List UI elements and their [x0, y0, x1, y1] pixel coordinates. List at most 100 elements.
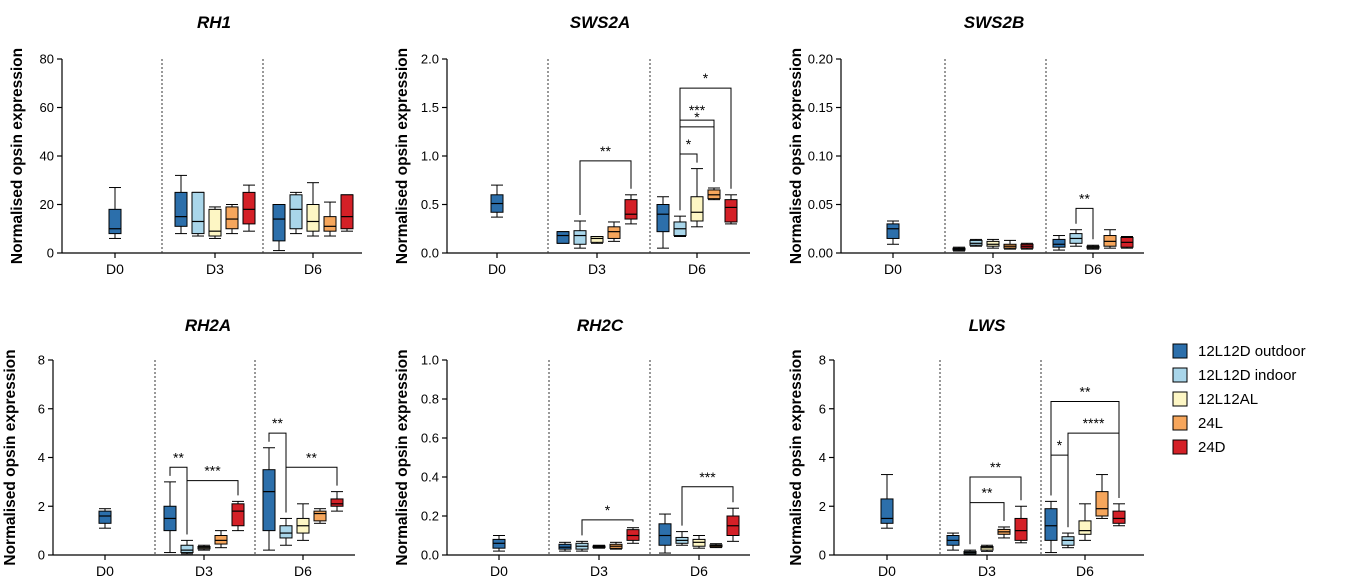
x-tick-label: D6 — [1084, 261, 1102, 277]
y-tick-label: 0.10 — [808, 149, 833, 164]
box-body — [1112, 510, 1126, 524]
box-d6-series-2 — [306, 182, 320, 237]
box-d3-series-4 — [231, 500, 245, 532]
box-body — [272, 204, 286, 242]
box-d3-series-2 — [197, 544, 211, 551]
box-d0-series-0 — [886, 220, 900, 245]
chart-panel-sws2a: SWS2A Normalised opsin expression 0.0 0.5 1.… — [394, 13, 750, 277]
box-body — [330, 498, 344, 507]
significance-label: **** — [1083, 415, 1105, 431]
legend-swatch — [1172, 343, 1188, 359]
box-d3-series-0 — [174, 174, 188, 235]
box-body — [590, 236, 604, 243]
box-d3-series-3 — [997, 526, 1011, 539]
chart-title: RH2C — [577, 316, 624, 335]
box-d6-series-4 — [340, 194, 354, 232]
box-d3-series-2 — [592, 544, 606, 549]
chart-title: SWS2A — [570, 13, 630, 32]
box-d6-series-3 — [313, 508, 327, 524]
y-tick-label: 0.00 — [808, 246, 833, 261]
box-d3-series-0 — [946, 532, 960, 551]
box-d6-series-1 — [1069, 229, 1083, 247]
box-d3-series-3 — [214, 530, 228, 549]
y-tick-label: 0 — [819, 548, 826, 563]
chart-panel-rh2c: RH2C Normalised opsin expression 0.0 0.2 0.4… — [394, 316, 750, 579]
significance-bracket: * — [581, 502, 634, 536]
box-body — [323, 216, 337, 232]
box-body — [279, 525, 293, 539]
y-tick-label: 6 — [819, 401, 826, 416]
bracket-line — [679, 87, 732, 211]
box-d3-series-0 — [556, 231, 570, 244]
y-axis-label: Normalised opsin expression — [9, 48, 26, 264]
box-body — [214, 535, 228, 545]
box-d6-series-0 — [1052, 235, 1066, 251]
x-tick-label: D3 — [978, 563, 996, 579]
box-d6-series-3 — [1103, 229, 1117, 249]
box-d3-series-1 — [180, 539, 194, 555]
bracket-line — [681, 486, 734, 526]
box-d3-series-3 — [225, 204, 239, 235]
box-body — [658, 523, 672, 546]
box-d0-series-0 — [490, 184, 504, 218]
y-tick-label: 8 — [38, 353, 45, 368]
legend-label: 24D — [1198, 439, 1226, 456]
significance-label: ** — [1079, 190, 1090, 206]
x-tick-label: D0 — [488, 261, 506, 277]
chart-panel-lws: LWS Normalised opsin expression 0 2 4 6 8 D0 D3 D… — [788, 316, 1144, 579]
y-axis-label: Normalised opsin expression — [788, 48, 805, 264]
box-body — [1061, 536, 1075, 546]
bracket-line — [186, 480, 239, 535]
box-body — [174, 191, 188, 227]
box-d3-series-4 — [624, 194, 638, 225]
box-d3-series-1 — [963, 549, 977, 556]
box-d0-series-0 — [492, 535, 506, 552]
legend-label: 12L12AL — [1198, 391, 1258, 408]
box-d6-series-3 — [323, 201, 337, 237]
bracket-line — [579, 160, 632, 215]
box-body — [724, 199, 738, 223]
y-tick-label: 0.0 — [421, 548, 439, 563]
y-tick-label: 6 — [38, 401, 45, 416]
y-tick-label: 0.20 — [808, 52, 833, 67]
x-tick-label: D6 — [1076, 563, 1094, 579]
y-tick-label: 1.0 — [421, 353, 439, 368]
box-body — [340, 194, 354, 230]
legend-label: 12L12D outdoor — [1198, 343, 1306, 360]
box-d6-series-1 — [673, 215, 687, 238]
significance-bracket: ** — [969, 459, 1022, 545]
box-body — [108, 208, 122, 235]
significance-label: *** — [204, 463, 221, 479]
y-tick-label: 0.6 — [421, 431, 439, 446]
box-d6-series-0 — [262, 447, 276, 551]
box-d6-series-3 — [709, 543, 723, 549]
chart-panel-sws2b: SWS2B Normalised opsin expression 0.00 0.05… — [788, 13, 1144, 277]
bracket-line — [1075, 207, 1094, 240]
box-body — [313, 510, 327, 522]
box-body — [886, 223, 900, 239]
y-tick-label: 0.5 — [421, 197, 439, 212]
x-tick-label: D0 — [884, 261, 902, 277]
x-tick-label: D3 — [590, 563, 608, 579]
box-d6-series-2 — [690, 168, 704, 228]
legend-label: 24L — [1198, 415, 1223, 432]
box-d6-series-1 — [1061, 532, 1075, 549]
box-d3-series-0 — [163, 481, 177, 554]
box-d6-series-4 — [724, 194, 738, 225]
significance-bracket: ** — [1050, 383, 1120, 498]
y-tick-label: 2 — [38, 499, 45, 514]
chart-panel-rh1: RH1 Normalised opsin expression 0 20 40 60 80 D… — [9, 13, 362, 277]
legend-swatch — [1172, 367, 1188, 383]
y-tick-label: 2.0 — [421, 52, 439, 67]
chart-title: RH2A — [185, 316, 231, 335]
chart-title: LWS — [969, 316, 1006, 335]
x-tick-label: D6 — [294, 563, 312, 579]
significance-bracket: ** — [1075, 190, 1094, 240]
significance-label: ** — [982, 485, 993, 501]
y-axis-label: Normalised opsin expression — [2, 349, 19, 565]
box-body — [624, 199, 638, 220]
box-body — [262, 469, 276, 532]
bracket-line — [969, 502, 1005, 545]
y-tick-label: 20 — [40, 197, 54, 212]
significance-label: * — [703, 70, 709, 86]
